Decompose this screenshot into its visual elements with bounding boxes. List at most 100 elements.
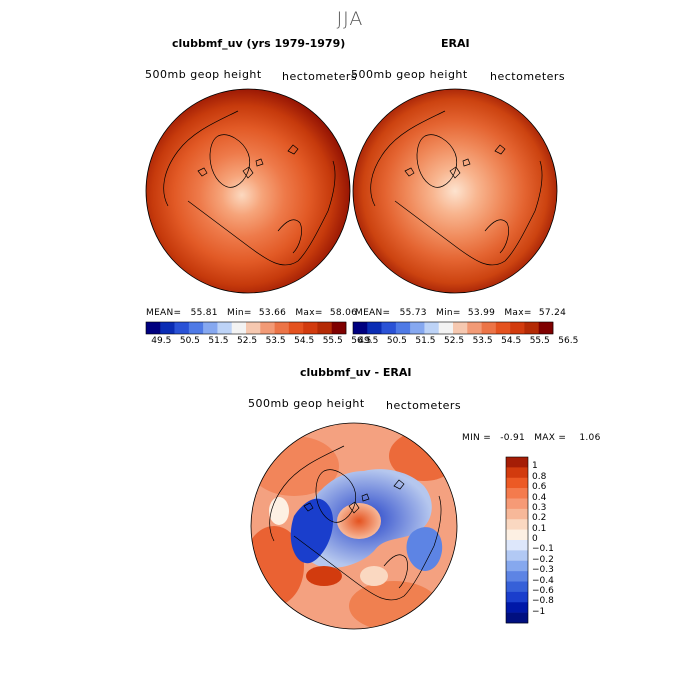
land-outline-islands xyxy=(197,144,299,179)
colorbar-tick-label: −0.4 xyxy=(532,575,554,586)
land-outline-islands xyxy=(303,479,405,514)
colorbar-swatch xyxy=(188,322,204,334)
colorbar-tick-label: −1 xyxy=(532,606,546,617)
colorbar-tick-label: −0.3 xyxy=(532,565,554,576)
colorbar-tick-label: 1 xyxy=(532,461,538,472)
land-outline-north-america xyxy=(370,110,446,207)
min-label: Min= xyxy=(436,308,461,318)
colorbar-swatch xyxy=(303,322,318,334)
colorbar-difference xyxy=(505,456,529,624)
panel-2-stats: MEAN= 55.73 Min= 53.99 Max= 57.24 xyxy=(355,308,566,318)
colorbar-swatch xyxy=(506,467,528,479)
land-outline-greenland xyxy=(209,134,250,188)
colorbar-swatch xyxy=(506,488,528,499)
diff-negative-region xyxy=(406,527,443,571)
colorbar-swatch xyxy=(506,612,528,624)
colorbar-tick-label: 0 xyxy=(532,534,538,544)
map-model-border xyxy=(145,88,351,294)
colorbar-swatch xyxy=(410,322,425,334)
colorbar-swatch xyxy=(506,591,528,603)
colorbar-swatch xyxy=(506,602,528,613)
panel-2-variable-label: 500mb geop height xyxy=(351,68,468,81)
panel-1-stats: MEAN= 55.81 Min= 53.66 Max= 58.06 xyxy=(146,308,357,318)
colorbar-swatch xyxy=(506,508,528,520)
colorbar-tick-label: 53.5 xyxy=(265,336,286,346)
land-outline-scandinavia xyxy=(277,219,302,254)
mean-label: MEAN= xyxy=(355,308,391,318)
panel-2-title: ERAI xyxy=(441,37,470,50)
diff-positive-center xyxy=(337,503,381,539)
land-outline-scandinavia xyxy=(383,554,408,589)
colorbar-swatch xyxy=(453,322,468,334)
colorbar-swatch xyxy=(146,322,161,334)
colorbar-tick-label: 0.8 xyxy=(532,471,547,482)
colorbar-erai xyxy=(352,321,554,335)
colorbar-outline xyxy=(145,321,347,335)
min-label: Min= xyxy=(227,308,252,318)
panel-3-stats: MIN = -0.91 MAX = 1.06 xyxy=(462,433,601,443)
map-difference-border xyxy=(250,422,458,630)
colorbar-tick-label: 53.5 xyxy=(472,336,493,346)
colorbar-tick-label: 50.5 xyxy=(179,336,200,346)
colorbar-swatch xyxy=(524,322,540,334)
diff-anomaly xyxy=(306,566,342,586)
land-outline-north-america xyxy=(269,445,345,542)
map-model-field xyxy=(146,89,350,293)
colorbar-tick-label: 51.5 xyxy=(208,336,229,346)
colorbar-swatch xyxy=(381,322,397,334)
map-erai-border xyxy=(352,88,558,294)
colorbar-tick-label: 55.5 xyxy=(529,336,550,346)
colorbar-swatch xyxy=(467,322,482,334)
colorbar-swatch xyxy=(203,322,218,334)
colorbar-swatch xyxy=(506,477,528,489)
max-value: 58.06 xyxy=(329,308,358,318)
colorbar-swatch xyxy=(288,322,304,334)
min-label: MIN = xyxy=(462,433,492,443)
min-value: -0.91 xyxy=(500,433,526,443)
colorbar-swatch xyxy=(506,498,528,510)
colorbar-swatch xyxy=(274,322,290,334)
max-label: Max= xyxy=(504,308,532,318)
colorbar-tick-label: 56.5 xyxy=(351,336,372,346)
colorbar-swatch xyxy=(506,540,528,551)
colorbar-swatch xyxy=(506,519,528,530)
land-outline-eurasia xyxy=(394,160,543,266)
colorbar-tick-label: 0.4 xyxy=(532,492,547,503)
colorbar-tick-label: 52.5 xyxy=(444,336,465,346)
colorbar-outline xyxy=(352,321,554,335)
colorbar-tick-label: −0.6 xyxy=(532,585,554,596)
map-erai-500mb-height xyxy=(352,88,558,294)
max-value: 1.06 xyxy=(579,433,601,443)
colorbar-swatch xyxy=(506,571,528,582)
colorbar-swatch xyxy=(160,322,175,334)
colorbar-tick-label: 49.5 xyxy=(358,336,379,346)
colorbar-swatch xyxy=(506,457,528,468)
colorbar-swatch xyxy=(438,322,454,334)
panel-3-title: clubbmf_uv - ERAI xyxy=(300,366,412,379)
colorbar-tick-label: 54.5 xyxy=(294,336,315,346)
colorbar-swatch xyxy=(506,550,528,562)
colorbar-swatch xyxy=(395,322,411,334)
colorbar-swatch xyxy=(506,529,528,541)
min-value: 53.66 xyxy=(258,308,287,318)
map-difference-500mb-height xyxy=(250,422,458,630)
colorbar-tick-label: 0.2 xyxy=(532,513,547,524)
colorbar-swatch xyxy=(217,322,233,334)
colorbar-outline xyxy=(505,456,529,624)
max-value: 57.24 xyxy=(538,308,567,318)
land-outline-scandinavia xyxy=(484,219,509,254)
land-outline-greenland xyxy=(315,469,356,523)
map-erai-field xyxy=(353,89,557,293)
diff-negative-region xyxy=(290,498,334,564)
max-label: MAX = xyxy=(534,433,567,443)
panel-3-units-label: hectometers xyxy=(386,399,462,412)
diff-anomaly xyxy=(349,581,439,629)
colorbar-tick-label: 49.5 xyxy=(151,336,172,346)
land-outline-islands xyxy=(404,144,506,179)
colorbar-swatch xyxy=(260,322,275,334)
colorbar-tick-label: 0.1 xyxy=(532,523,547,534)
min-value: 53.99 xyxy=(467,308,496,318)
colorbar-swatch xyxy=(495,322,511,334)
colorbar-swatch xyxy=(174,322,190,334)
colorbar-swatch xyxy=(510,322,525,334)
